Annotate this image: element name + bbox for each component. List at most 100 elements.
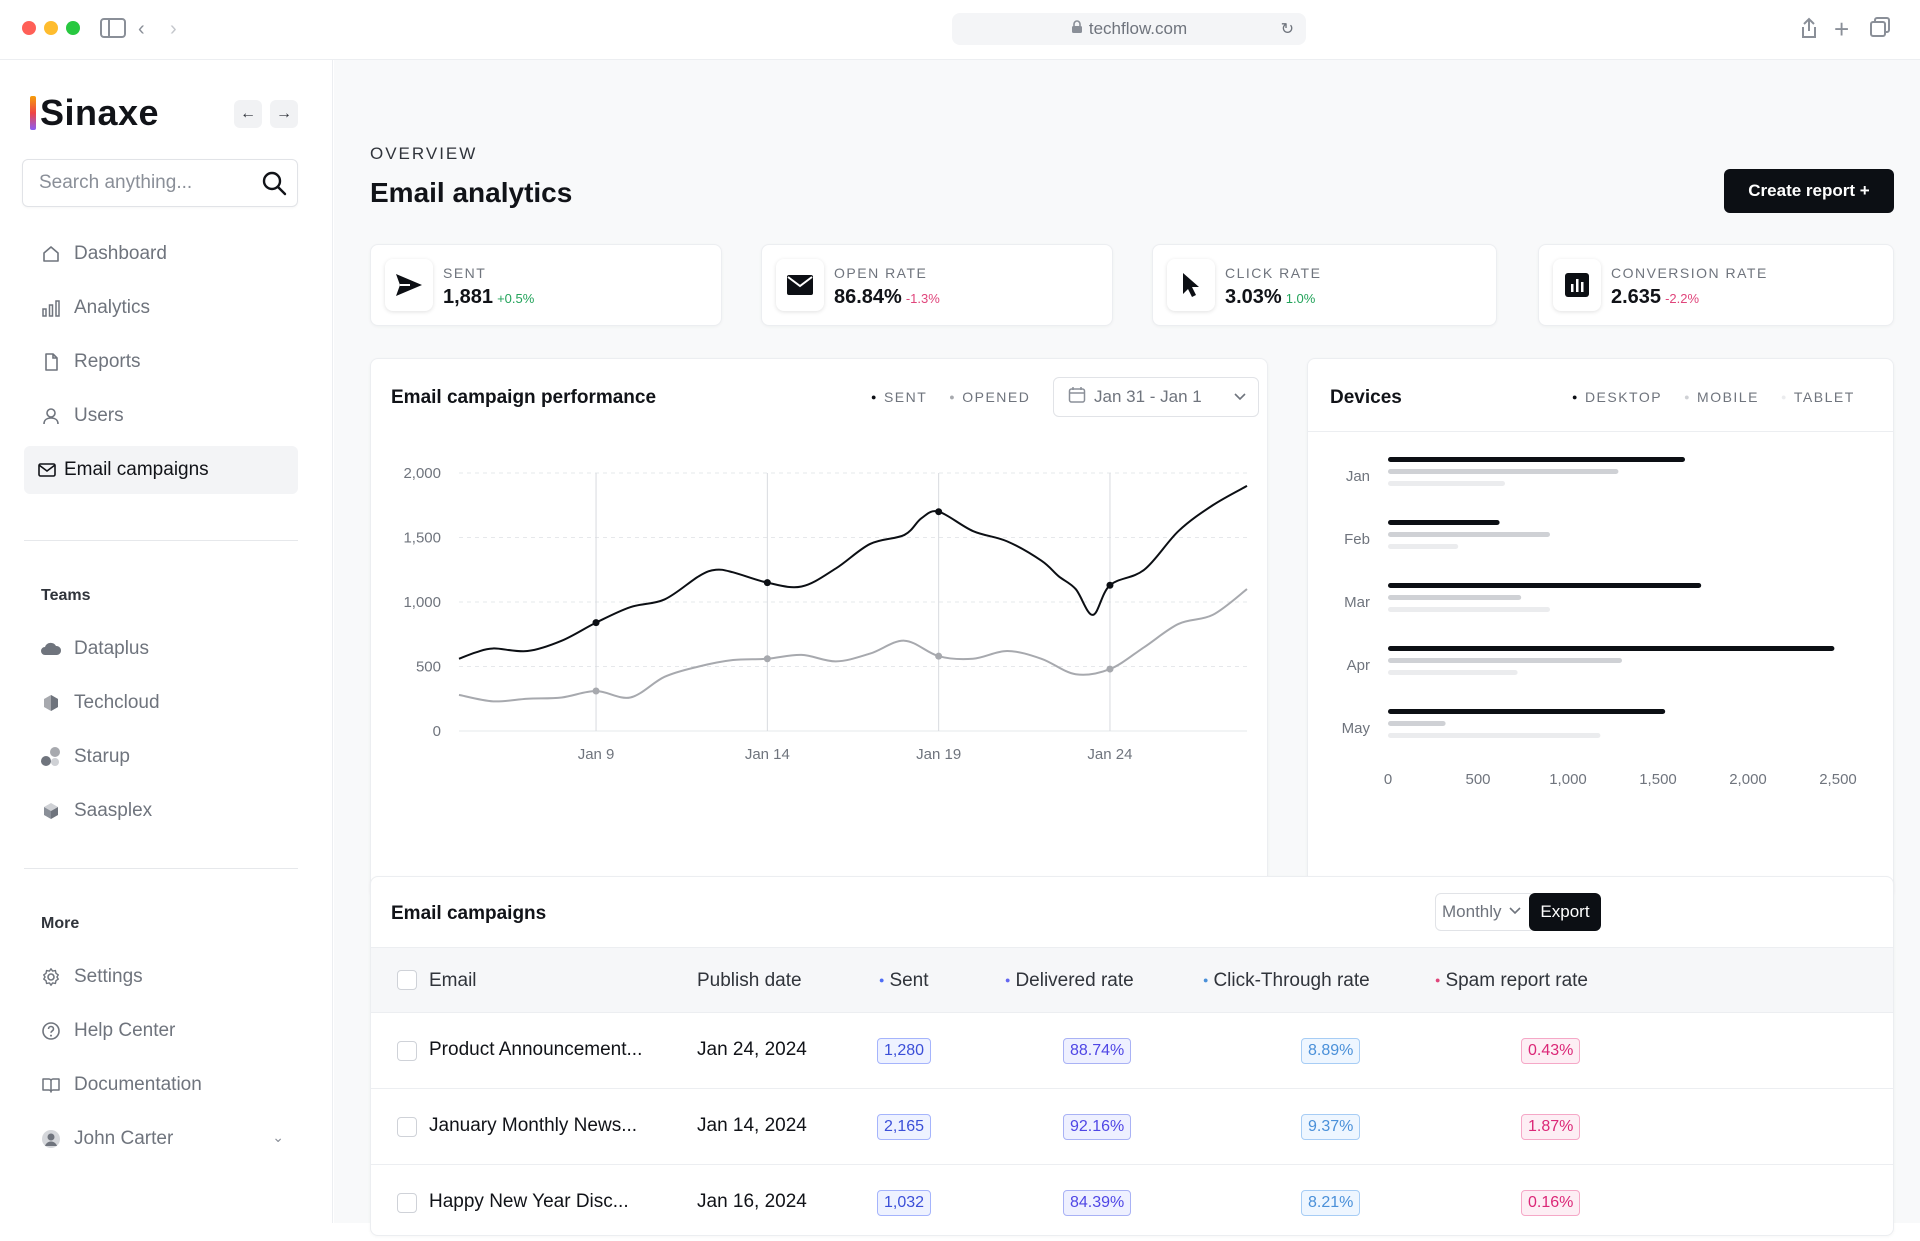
column-header-publish-date[interactable]: Publish date <box>697 970 802 991</box>
address-bar[interactable]: techflow.com ↻ <box>952 13 1306 45</box>
data-point <box>763 655 771 663</box>
column-header-click-through-rate[interactable]: ● Click-Through rate <box>1203 970 1370 992</box>
new-tab-icon[interactable]: + <box>1834 14 1850 44</box>
legend-item-tablet[interactable]: TABLET <box>1781 389 1855 405</box>
back-icon[interactable]: ‹ <box>138 18 145 40</box>
export-button[interactable]: Export <box>1529 893 1601 931</box>
cell-delivered-rate: 88.74% <box>1063 1038 1132 1064</box>
kpi-card-sent: SENT 1,881 +0.5% <box>370 244 722 326</box>
chart-legend: DESKTOP MOBILE TABLET <box>1572 389 1855 405</box>
kpi-value: 1,881 +0.5% <box>443 286 534 309</box>
nav-item-help-center[interactable]: Help Center <box>24 1007 298 1055</box>
nav-item-email-campaigns[interactable]: Email campaigns <box>24 446 298 494</box>
table-row[interactable]: Happy New Year Disc... Jan 16, 2024 1,03… <box>371 1165 1893 1241</box>
x-tick-label: Jan 24 <box>1087 746 1132 763</box>
card-divider <box>1308 431 1893 432</box>
category-label: Mar <box>1344 594 1370 611</box>
y-tick-label: 0 <box>433 723 441 740</box>
kpi-label: CLICK RATE <box>1225 265 1322 281</box>
column-header-email[interactable]: Email <box>429 970 477 991</box>
cell-email: Product Announcement... <box>429 1039 643 1060</box>
nav-item-dashboard[interactable]: Dashboard <box>24 230 298 278</box>
row-checkbox[interactable] <box>397 1041 417 1061</box>
nav-label: Email campaigns <box>64 459 209 480</box>
arrow-right-icon[interactable]: → <box>270 100 298 128</box>
table-row[interactable]: Product Announcement... Jan 24, 2024 1,2… <box>371 1013 1893 1089</box>
bar-tablet <box>1388 544 1459 549</box>
reload-icon[interactable]: ↻ <box>1280 21 1294 38</box>
cell-email: Happy New Year Disc... <box>429 1191 629 1212</box>
kpi-value: 3.03% 1.0% <box>1225 286 1315 309</box>
nav-label: Settings <box>74 966 143 987</box>
maximize-window-button[interactable] <box>66 21 80 35</box>
chevron-down-icon <box>1508 902 1522 922</box>
category-label: Feb <box>1344 531 1370 548</box>
nav-item-analytics[interactable]: Analytics <box>24 284 298 332</box>
column-header-sent[interactable]: ● Sent <box>879 970 929 992</box>
forward-icon[interactable]: › <box>170 18 177 40</box>
legend-item-desktop[interactable]: DESKTOP <box>1572 389 1662 405</box>
select-all-checkbox[interactable] <box>397 970 417 990</box>
y-tick-label: 1,500 <box>403 530 441 547</box>
legend-item-sent[interactable]: SENT <box>871 389 927 405</box>
cell-click-through-rate: 9.37% <box>1301 1114 1361 1140</box>
data-point <box>935 508 943 516</box>
kpi-card-conversion-rate: CONVERSION RATE 2.635 -2.2% <box>1538 244 1894 326</box>
close-window-button[interactable] <box>22 21 36 35</box>
nav-item-reports[interactable]: Reports <box>24 338 298 386</box>
tabs-overview-icon[interactable] <box>1870 17 1890 43</box>
user-icon <box>40 405 62 427</box>
row-checkbox[interactable] <box>397 1193 417 1213</box>
sidebar-toggle-icon[interactable] <box>100 17 126 45</box>
cloud-icon <box>40 638 62 660</box>
kpi-value: 86.84% -1.3% <box>834 286 940 309</box>
brand-logo[interactable]: Sinaxe <box>30 92 159 134</box>
share-icon[interactable] <box>1800 17 1818 45</box>
category-label: Apr <box>1347 657 1370 674</box>
card-title: Email campaign performance <box>391 387 657 408</box>
nav-item-documentation[interactable]: Documentation <box>24 1061 298 1109</box>
page-title: Email analytics <box>370 177 573 208</box>
cell-click-through-rate: 8.89% <box>1301 1038 1361 1064</box>
more-heading: More <box>41 915 80 932</box>
calendar-icon <box>1068 386 1086 409</box>
bar-mobile <box>1388 469 1619 474</box>
user-menu[interactable]: John Carter ⌄ <box>24 1115 298 1163</box>
data-point <box>592 687 600 695</box>
create-report-button[interactable]: Create report + <box>1724 169 1894 213</box>
arrow-left-icon[interactable]: ← <box>234 100 262 128</box>
mail-icon <box>36 459 58 481</box>
table-row[interactable]: January Monthly News... Jan 14, 2024 2,1… <box>371 1089 1893 1165</box>
team-item-saasplex[interactable]: Saasplex <box>24 787 298 835</box>
history-arrows: ← → <box>234 100 298 128</box>
help-icon <box>40 1020 62 1042</box>
search-icon[interactable] <box>261 170 287 196</box>
bar-tablet <box>1388 607 1550 612</box>
series-line-sent <box>458 485 1248 660</box>
minimize-window-button[interactable] <box>44 21 58 35</box>
kpi-value: 2.635 -2.2% <box>1611 286 1699 309</box>
nav-item-settings[interactable]: Settings <box>24 953 298 1001</box>
period-select[interactable]: Monthly <box>1435 893 1535 931</box>
date-range-value: Jan 31 - Jan 1 <box>1094 387 1202 406</box>
legend-item-opened[interactable]: OPENED <box>949 389 1030 405</box>
table-toolbar: Email campaigns Monthly Export <box>371 877 1893 947</box>
kpi-number: 86.84% <box>834 286 902 308</box>
nav-item-users[interactable]: Users <box>24 392 298 440</box>
team-item-dataplus[interactable]: Dataplus <box>24 625 298 673</box>
brand-name: Sinaxe <box>40 92 160 133</box>
column-header-spam-report-rate[interactable]: ● Spam report rate <box>1435 970 1588 992</box>
cell-publish-date: Jan 16, 2024 <box>697 1191 807 1212</box>
row-checkbox[interactable] <box>397 1117 417 1137</box>
search-input[interactable] <box>23 160 243 206</box>
y-tick-label: 2,000 <box>403 465 441 482</box>
column-header-delivered-rate[interactable]: ● Delivered rate <box>1005 970 1134 992</box>
date-range-select[interactable]: Jan 31 - Jan 1 <box>1053 377 1259 417</box>
bar-mobile <box>1388 721 1446 726</box>
cube-icon <box>40 692 62 714</box>
legend-item-mobile[interactable]: MOBILE <box>1684 389 1759 405</box>
cell-publish-date: Jan 14, 2024 <box>697 1115 807 1136</box>
data-point <box>592 619 600 627</box>
team-item-starup[interactable]: Starup <box>24 733 298 781</box>
team-item-techcloud[interactable]: Techcloud <box>24 679 298 727</box>
